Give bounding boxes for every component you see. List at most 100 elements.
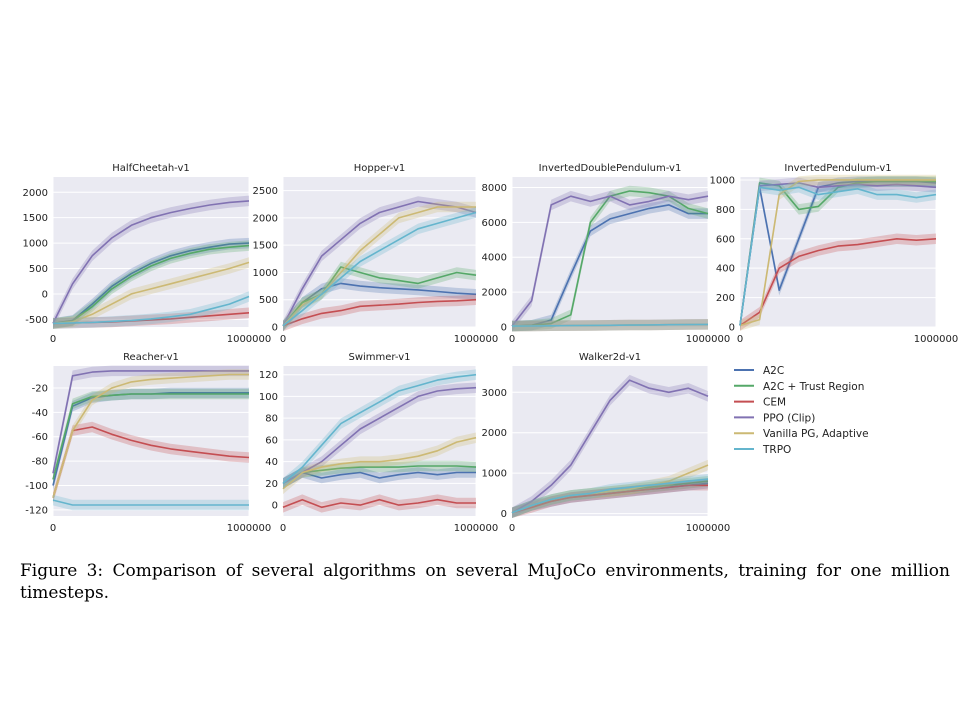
chart-swimmer-v1: Swimmer-v1 0 20 40 60 80 100 120 0 1000000 [259, 352, 498, 534]
y-tick-label: 0 [272, 501, 278, 512]
y-tick-label: 1000 [23, 239, 48, 250]
series-line-a2c [52, 242, 250, 325]
series-band-cem [283, 494, 476, 513]
y-tick-label: 6000 [482, 218, 507, 229]
series-band-ppo-clip [283, 382, 476, 489]
y-tick-label: 400 [716, 264, 735, 275]
chart-title: Walker2d-v1 [579, 352, 641, 363]
y-tick-label: 800 [716, 205, 735, 216]
series-line-trpo [282, 373, 477, 485]
y-tick-label: 0 [42, 289, 48, 300]
y-tick-label: -120 [25, 505, 48, 516]
legend-label: Vanilla PG, Adaptive [763, 428, 869, 440]
series-band-a2c-trust-region [53, 388, 249, 485]
legend-label: CEM [763, 397, 786, 409]
series-line-cem [52, 426, 250, 498]
plot-background [512, 177, 708, 327]
series-band-vanilla-pg-adaptive [283, 432, 476, 495]
y-tick-label: 1000 [710, 175, 735, 186]
series-line-trpo [511, 323, 709, 327]
y-tick-label: 60 [265, 435, 278, 446]
y-tick-label: 2000 [482, 428, 507, 439]
series-band-cem [512, 480, 708, 518]
series-line-vanilla-pg-adaptive [282, 436, 477, 490]
figure-caption: Figure 3: Comparison of several algorith… [20, 561, 950, 603]
y-tick-label: 600 [716, 234, 735, 245]
series-line-cem [282, 498, 476, 509]
series-band-trpo [53, 291, 249, 329]
series-line-a2c [282, 282, 477, 327]
y-tick-label: 8000 [482, 183, 507, 194]
y-tick-label: 120 [259, 370, 278, 381]
series-line-vanilla-pg-adaptive [282, 206, 476, 327]
chart-title: Hopper-v1 [354, 163, 406, 174]
x-tick-label: 0 [509, 334, 515, 345]
y-tick-label: 1500 [253, 241, 278, 252]
chart-title: InvertedDoublePendulum-v1 [539, 163, 682, 174]
y-tick-label: 100 [259, 392, 278, 403]
y-tick-label: 1500 [23, 213, 48, 224]
series-band-trpo [53, 494, 249, 511]
y-tick-label: 1000 [482, 469, 507, 480]
chart-inverteddoublependulum-v1: InvertedDoublePendulum-v1 0 2000 4000 6000 80… [482, 163, 731, 345]
series-line-ppo-clip [511, 195, 709, 327]
series-line-ppo-clip [739, 182, 937, 326]
chart-title: InvertedPendulum-v1 [784, 163, 891, 174]
chart-title: Swimmer-v1 [348, 352, 410, 363]
series-band-vanilla-pg-adaptive [53, 257, 249, 329]
series-line-cem [511, 484, 708, 514]
series-band-ppo-clip [283, 196, 476, 332]
legend-label: TRPO [762, 444, 791, 456]
plot-background [53, 177, 249, 327]
y-tick-label: -40 [32, 408, 48, 419]
series-line-a2c [282, 471, 476, 485]
x-tick-label: 1000000 [454, 334, 499, 345]
series-line-trpo [739, 186, 937, 326]
y-tick-label: -500 [25, 315, 48, 326]
y-tick-label: 0 [501, 323, 507, 334]
series-line-a2c-trust-region [52, 244, 250, 325]
y-tick-label: 80 [265, 414, 278, 425]
series-line-trpo [282, 211, 477, 327]
y-tick-label: 2000 [482, 288, 507, 299]
x-tick-label: 1000000 [227, 523, 272, 534]
series-band-cem [283, 294, 476, 332]
chart-invertedpendulum-v1: InvertedPendulum-v1 0 200 400 600 800 1000 0 100… [710, 163, 959, 345]
y-tick-label: 3000 [482, 388, 507, 399]
plot-background [53, 366, 249, 516]
legend-label: A2C + Trust Region [763, 381, 864, 393]
x-tick-label: 0 [737, 334, 743, 345]
y-tick-label: 0 [272, 323, 278, 334]
x-tick-label: 1000000 [454, 523, 499, 534]
series-line-trpo [52, 295, 250, 325]
chart-hopper-v1: Hopper-v1 0 500 1000 1500 2000 2500 0 1000000 [253, 163, 499, 345]
x-tick-label: 1000000 [686, 334, 731, 345]
y-tick-label: -60 [32, 432, 48, 443]
legend-label: PPO (Clip) [763, 412, 815, 424]
y-tick-label: 2000 [253, 213, 278, 224]
y-tick-label: 40 [265, 457, 278, 468]
x-tick-label: 0 [50, 334, 56, 345]
series-line-cem [282, 298, 477, 327]
series-line-cem [739, 238, 937, 327]
series-line-a2c-trust-region [52, 393, 249, 480]
x-tick-label: 1000000 [227, 334, 272, 345]
x-tick-label: 0 [280, 334, 286, 345]
series-band-a2c-trust-region [53, 240, 249, 329]
series-line-trpo [511, 478, 709, 514]
y-tick-label: 0 [501, 509, 507, 520]
series-line-vanilla-pg-adaptive [52, 373, 249, 498]
chart-title: HalfCheetah-v1 [112, 163, 190, 174]
series-line-vanilla-pg-adaptive [739, 179, 936, 327]
series-band-a2c [53, 387, 249, 491]
chart-reacher-v1: Reacher-v1 -120 -100 -80 -60 -40 -20 0 1000000 [25, 352, 271, 534]
y-tick-label: 0 [729, 323, 735, 334]
y-tick-label: 20 [265, 479, 278, 490]
series-band-a2c-trust-region [283, 460, 476, 489]
series-line-ppo-clip [52, 370, 249, 474]
series-band-cem [740, 233, 936, 331]
y-tick-label: -80 [32, 457, 48, 468]
series-band-ppo-clip [512, 374, 708, 518]
